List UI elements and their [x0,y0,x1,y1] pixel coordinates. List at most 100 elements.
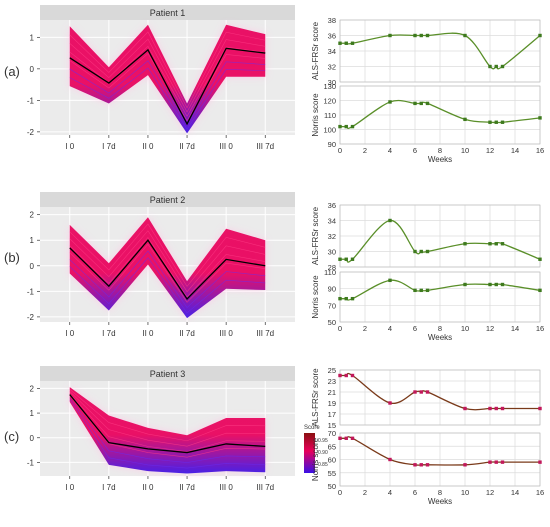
x-tick-label: III 0 [219,483,233,492]
side-y-tick-label: 110 [324,268,336,277]
weeks-tick-label: 10 [461,488,469,497]
score-marker [419,249,423,254]
score-marker [538,257,542,261]
score-marker [463,406,467,411]
weeks-tick-label: 4 [388,488,392,497]
side-y-label: ALS-FRSr score [311,206,320,265]
weeks-tick-label: 12 [486,324,494,333]
side-y-tick-label: 34 [328,47,336,56]
x-tick-label: II 7d [179,483,195,492]
score-marker [494,64,498,69]
weeks-tick-label: 16 [536,146,544,155]
mean-line [69,47,266,126]
y-tick-label: 0 [30,262,35,271]
side-y-label: Norris score [311,437,320,481]
side-y-tick-label: 120 [323,97,336,106]
score-marker [538,406,542,411]
score-marker [338,257,342,261]
weeks-tick-label: 8 [438,146,442,155]
score-marker [350,373,355,378]
profile-trace [69,257,266,314]
score-marker [388,401,392,405]
side-y-tick-label: 50 [328,318,336,327]
score-marker [494,406,498,411]
y-tick-label: 2 [30,384,35,393]
side-chart: 28 30 32 34 36 ALS-FRSr score [311,201,542,272]
side-y-label: ALS-FRSr score [311,368,320,427]
weeks-axis-label: Weeks [428,155,452,164]
score-marker [425,463,430,467]
score-marker [338,296,342,301]
side-y-tick-label: 23 [328,377,336,386]
score-marker [494,282,498,287]
weeks-tick-label: 12 [486,146,494,155]
weeks-tick-label: 0 [338,324,342,333]
x-tick-label: I 7d [102,483,115,492]
weeks-tick-label: 0 [338,146,342,155]
side-y-tick-label: 28 [328,263,336,272]
facet-title: Patient 1 [150,8,186,18]
x-tick-label: I 7d [102,329,115,338]
panel-label: (b) [4,250,20,265]
score-marker [500,460,505,464]
side-frame [339,204,541,268]
side-y-tick-label: 30 [328,248,336,257]
weeks-tick-label: 6 [413,324,417,333]
legend-title: Score [304,425,320,431]
score-marker [463,117,467,122]
side-y-tick-label: 65 [328,442,336,451]
score-marker [494,242,498,246]
panel-label: (c) [4,429,19,444]
weeks-tick-label: 16 [536,324,544,333]
side-chart: 50 70 90 110 Norris score 0 2 4 6 8 10 12 14 16 Weeks [311,268,544,342]
x-tick-label: I 7d [102,142,115,151]
score-marker [413,33,417,38]
side-frame [339,85,541,145]
side-frame [339,19,541,83]
x-tick-label: I 0 [65,142,74,151]
score-marker [338,41,342,45]
x-tick-label: III 7d [256,142,274,151]
profile-trace [69,223,266,287]
score-marker [338,373,342,378]
y-tick-label: -1 [27,287,35,296]
weeks-tick-label: 6 [413,146,417,155]
profile-trace [69,250,266,309]
weeks-tick-label: 14 [511,146,519,155]
score-marker [413,463,417,467]
facet-title: Patient 2 [150,195,186,205]
side-y-tick-label: 25 [328,366,336,375]
score-marker [344,257,348,261]
score-marker [425,33,430,38]
side-y-tick-label: 50 [328,482,336,491]
score-marker [344,373,348,378]
y-tick-label: 1 [30,409,35,418]
side-y-tick-label: 38 [328,16,336,25]
score-marker [350,296,355,301]
score-marker [350,124,355,129]
panel-label: (a) [4,64,20,79]
score-marker [350,41,355,45]
weeks-tick-label: 2 [363,324,367,333]
score-marker [425,288,430,293]
weeks-tick-label: 8 [438,488,442,497]
profile-trace [69,399,266,469]
y-tick-label: -1 [27,96,35,105]
side-y-label: Norris score [311,93,320,137]
y-tick-label: 0 [30,434,35,443]
score-marker [413,101,417,106]
score-marker [500,242,505,246]
side-y-tick-label: 19 [328,399,336,408]
y-tick-label: 1 [30,236,35,245]
score-marker [538,33,542,38]
side-y-tick-label: 21 [328,388,336,397]
profile-trace [69,393,266,452]
weeks-tick-label: 14 [511,324,519,333]
weeks-tick-label: 12 [486,488,494,497]
score-marker [413,390,417,394]
profile-trace [69,389,266,442]
score-marker [350,257,355,261]
x-tick-label: II 0 [142,142,154,151]
legend-label: 0.95 [318,438,328,444]
